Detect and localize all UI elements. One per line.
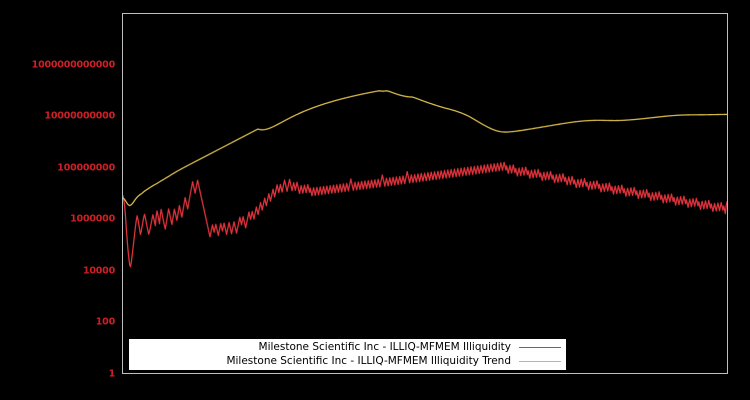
legend-item-illiquidity: Milestone Scientific Inc - ILLIQ-MFMEM I… xyxy=(130,341,565,355)
y-tick-label: 1000000000000 xyxy=(31,58,116,70)
legend-swatch-illiquidity xyxy=(519,347,561,348)
series-canvas xyxy=(123,14,727,373)
y-tick-label: 100000000 xyxy=(57,161,115,173)
legend-swatch-trend xyxy=(519,361,561,362)
y-axis-tick-labels: 1 100 10000 1000000 100000000 10000000000 1000… xyxy=(0,0,116,400)
legend-item-trend: Milestone Scientific Inc - ILLIQ-MFMEM I… xyxy=(130,355,565,369)
y-tick-label: 1000000 xyxy=(70,213,115,225)
y-tick-label: 10000 xyxy=(82,265,115,277)
plot-area xyxy=(122,13,728,374)
legend-label-illiquidity: Milestone Scientific Inc - ILLIQ-MFMEM I… xyxy=(258,341,511,354)
y-tick-label: 100 xyxy=(95,316,115,328)
y-tick-label: 10000000000 xyxy=(44,110,115,122)
chart-legend: Milestone Scientific Inc - ILLIQ-MFMEM I… xyxy=(129,339,566,370)
legend-label-trend: Milestone Scientific Inc - ILLIQ-MFMEM I… xyxy=(226,355,511,368)
y-tick-label: 1 xyxy=(108,368,116,380)
